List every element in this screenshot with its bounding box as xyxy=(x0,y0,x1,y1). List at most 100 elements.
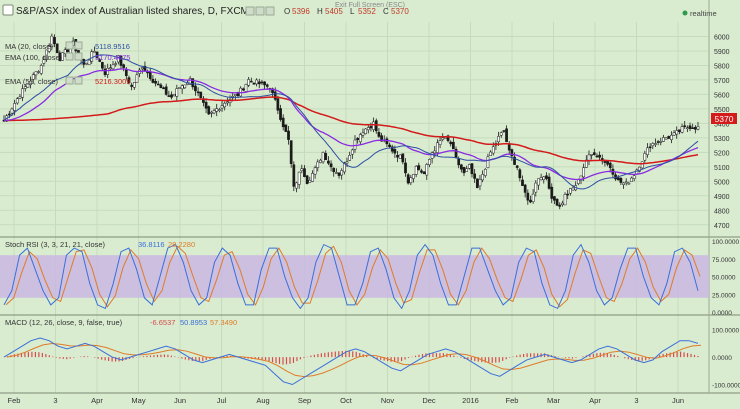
price-tick-label: 5700 xyxy=(714,78,730,85)
candle-body xyxy=(497,136,500,143)
candle-body xyxy=(255,79,258,85)
candle-body xyxy=(515,165,519,168)
candle-body xyxy=(61,52,64,61)
candle-body xyxy=(393,149,397,154)
candle-body xyxy=(210,112,213,114)
exit-fullscreen-label[interactable]: Exit Full Screen (ESC) xyxy=(335,2,405,9)
settings-icon[interactable] xyxy=(255,6,265,16)
candle-body xyxy=(646,147,649,155)
stoch-rsi-tick-label: 25.0000 xyxy=(712,292,736,299)
candle-body xyxy=(587,154,591,161)
candle-body xyxy=(180,85,184,90)
candle-body xyxy=(582,167,586,178)
candle-body xyxy=(361,132,365,136)
candle-body xyxy=(670,134,673,140)
candle-body xyxy=(263,81,266,86)
candle-body xyxy=(638,166,641,172)
candle-body xyxy=(640,161,644,169)
candle-body xyxy=(85,62,88,65)
candle-body xyxy=(648,146,652,149)
candle-body xyxy=(667,136,671,139)
candle-body xyxy=(55,43,59,54)
time-tick-label: Dec xyxy=(422,396,436,405)
candle-body xyxy=(172,94,176,97)
candle-body xyxy=(385,138,389,145)
time-tick-label: Jun xyxy=(672,396,684,405)
candle-body xyxy=(356,137,359,141)
candle-body xyxy=(444,137,447,139)
series-control-icons xyxy=(245,6,275,16)
stoch-rsi-slow-line xyxy=(5,245,701,308)
candle-body xyxy=(18,96,22,99)
candle-body xyxy=(390,146,394,152)
candle-body xyxy=(412,174,415,179)
candle-body xyxy=(324,153,328,161)
candle-body xyxy=(555,198,559,206)
candle-body xyxy=(305,175,309,184)
candle-body xyxy=(215,108,219,112)
candle-body xyxy=(223,102,227,108)
candle-body xyxy=(529,199,532,203)
macd-value: 57.3490 xyxy=(210,318,237,327)
stoch-rsi-value: 36.8116 xyxy=(138,240,165,249)
candle-body xyxy=(459,164,463,170)
candle-body xyxy=(13,103,16,111)
candle-body xyxy=(553,196,556,201)
time-axis-ticks: Feb 3 Apr May Jun Jul Aug Sep Oct Nov Dec 2016 Feb Ma… xyxy=(8,396,685,405)
price-tick-label: 6000 xyxy=(714,34,730,41)
candle-body xyxy=(252,82,256,85)
candle-body xyxy=(7,113,11,116)
candle-body xyxy=(247,79,250,86)
candle-body xyxy=(590,154,593,156)
candle-body xyxy=(26,83,30,88)
candle-body xyxy=(159,84,163,89)
stoch-rsi-axis-ticks: 100.0000 75.0000 50.0000 25.0000 0.0000 xyxy=(712,239,739,317)
realtime-label: realtime xyxy=(690,9,717,18)
candle-body xyxy=(489,151,492,157)
candle-body xyxy=(364,128,367,135)
price-tick-label: 4700 xyxy=(714,223,730,230)
candle-body xyxy=(162,87,165,90)
close-icon[interactable] xyxy=(265,6,275,16)
candle-body xyxy=(526,192,530,201)
candle-body xyxy=(401,153,405,163)
candle-body xyxy=(518,169,522,179)
ohlc-value: 5396 xyxy=(292,7,310,16)
candle-body xyxy=(178,87,181,89)
time-tick-label: May xyxy=(131,396,145,405)
price-tick-label: 5600 xyxy=(714,92,730,99)
stoch-rsi-tick-label: 75.0000 xyxy=(712,257,736,264)
candle-body xyxy=(273,91,277,100)
candle-body xyxy=(417,165,421,170)
price-tick-label: 5100 xyxy=(714,165,730,172)
candle-body xyxy=(106,67,110,75)
candle-body xyxy=(218,109,221,111)
candle-body xyxy=(297,171,301,185)
price-axis-ticks: 6000 5900 5800 5700 5600 5500 5400 5300 5200 5100… xyxy=(714,34,730,229)
candle-body xyxy=(675,130,679,135)
candle-body xyxy=(486,156,490,168)
candle-body xyxy=(404,162,407,174)
candle-body xyxy=(366,127,370,131)
eye-icon[interactable] xyxy=(245,6,255,16)
candle-body xyxy=(276,98,280,111)
ema-100-line xyxy=(3,68,699,181)
ohlc-readout: O 5396 H 5405 L 5352 C 5370 xyxy=(284,7,409,16)
candle-body xyxy=(372,121,375,130)
candle-body xyxy=(148,71,152,79)
candle-body xyxy=(170,94,173,98)
candle-body xyxy=(561,202,564,206)
stoch-rsi-legend: Stoch RSI (3, 3, 21, 21, close) xyxy=(5,240,106,249)
candle-body xyxy=(449,141,453,145)
candle-body xyxy=(287,130,290,140)
candle-body xyxy=(678,129,681,133)
collapse-icon[interactable] xyxy=(2,4,14,16)
candle-body xyxy=(598,154,601,158)
candle-body xyxy=(154,81,157,84)
candle-body xyxy=(537,178,540,186)
time-tick-label: 2016 xyxy=(462,396,479,405)
candle-body xyxy=(119,55,123,66)
candle-body xyxy=(284,124,288,132)
candle-body xyxy=(300,168,304,172)
candle-body xyxy=(39,65,43,74)
